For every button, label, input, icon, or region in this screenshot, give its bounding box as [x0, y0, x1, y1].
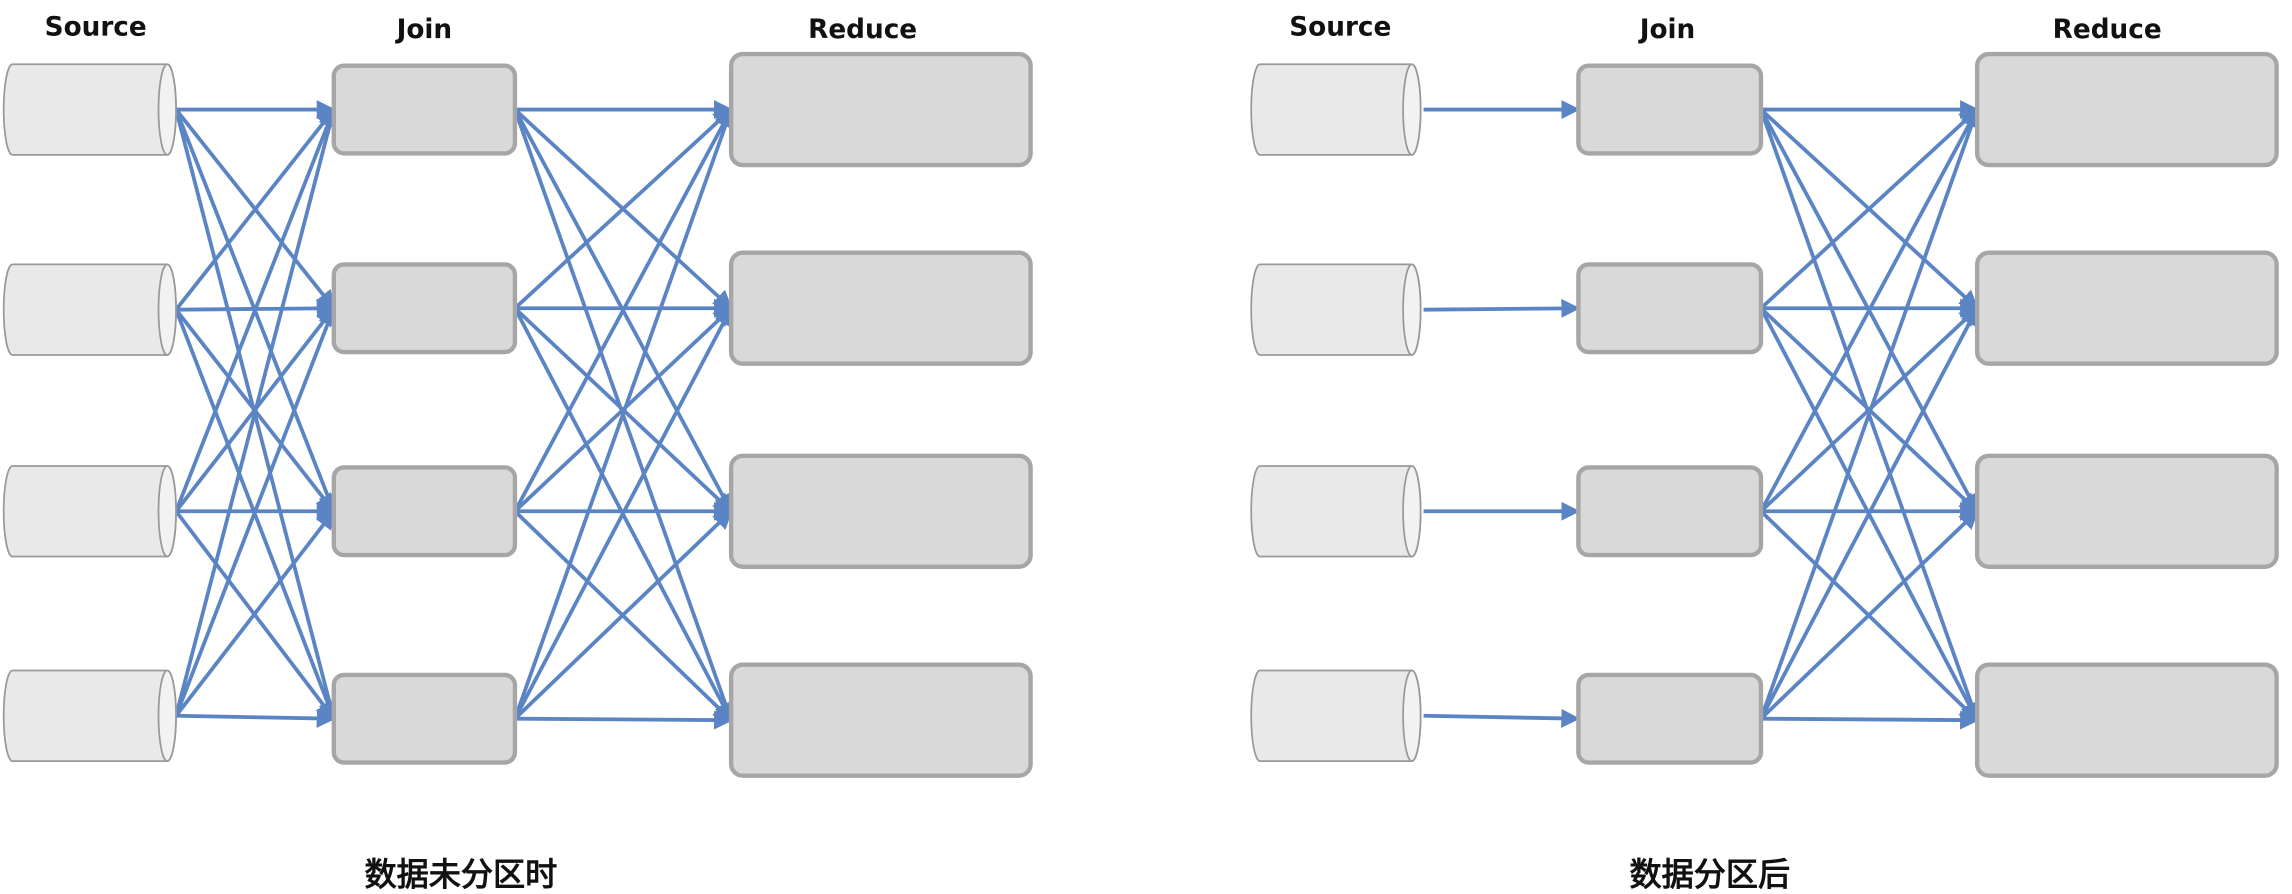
cylinder-cap: [157, 669, 177, 762]
arrow: [174, 107, 339, 717]
source-cylinder: [2, 63, 177, 156]
reduce-box: [1974, 453, 2279, 569]
cylinder-cap: [1402, 63, 1422, 156]
arrow: [514, 710, 734, 730]
source-header: Source: [45, 12, 147, 42]
nodes: [2, 51, 2279, 778]
source-cylinder: [2, 263, 177, 356]
source-header: Source: [1289, 12, 1391, 42]
reduce-box: [728, 51, 1033, 168]
edges: [174, 100, 1981, 730]
arrow: [174, 108, 336, 311]
cylinder-cap: [1402, 465, 1422, 558]
arrow: [1760, 710, 1980, 730]
join-box: [331, 672, 518, 765]
arrow: [513, 108, 733, 310]
join-box: [1576, 63, 1764, 156]
cylinder-cap: [157, 263, 177, 356]
arrow: [1759, 108, 1979, 310]
source-cylinder: [1250, 263, 1422, 356]
arrow: [174, 306, 337, 717]
caption: 数据未分区时: [365, 855, 558, 893]
arrow: [1759, 107, 1979, 513]
reduce-box: [728, 250, 1033, 366]
join-header: Join: [1638, 15, 1696, 45]
source-cylinder: [2, 669, 177, 762]
source-cylinder: [1250, 669, 1422, 762]
reduce-box: [728, 453, 1033, 569]
cylinder-cap: [157, 465, 177, 558]
arrow: [1759, 306, 1979, 720]
arrow: [513, 509, 733, 721]
reduce-header: Reduce: [808, 15, 917, 45]
join-box: [331, 63, 518, 156]
join-header: Join: [395, 15, 453, 45]
join-box: [331, 465, 518, 558]
cylinder-cap: [1402, 263, 1422, 356]
reduce-header: Reduce: [2053, 15, 2162, 45]
join-box: [1576, 262, 1764, 355]
source-cylinder: [2, 465, 177, 558]
source-cylinder: [1250, 465, 1422, 558]
arrow: [176, 708, 336, 728]
join-box: [1576, 465, 1764, 558]
arrow: [1759, 107, 1981, 720]
arrow: [174, 107, 337, 512]
reduce-box: [1974, 662, 2279, 778]
join-box: [331, 262, 518, 355]
labels: Source Join Reduce 数据未分区时 Source Join Re…: [45, 12, 2162, 893]
cylinder-cap: [157, 63, 177, 156]
arrow: [513, 107, 733, 513]
reduce-box: [728, 662, 1033, 778]
arrow: [513, 306, 733, 720]
arrow: [513, 107, 735, 720]
join-box: [1576, 672, 1764, 765]
caption: 数据分区后: [1630, 855, 1791, 893]
arrow: [1423, 298, 1581, 318]
arrow: [1423, 708, 1581, 728]
source-cylinder: [1250, 63, 1422, 156]
cylinder-cap: [1402, 669, 1422, 762]
arrow: [1759, 509, 1979, 721]
reduce-box: [1974, 250, 2279, 366]
arrow: [174, 509, 336, 717]
reduce-box: [1974, 51, 2279, 168]
